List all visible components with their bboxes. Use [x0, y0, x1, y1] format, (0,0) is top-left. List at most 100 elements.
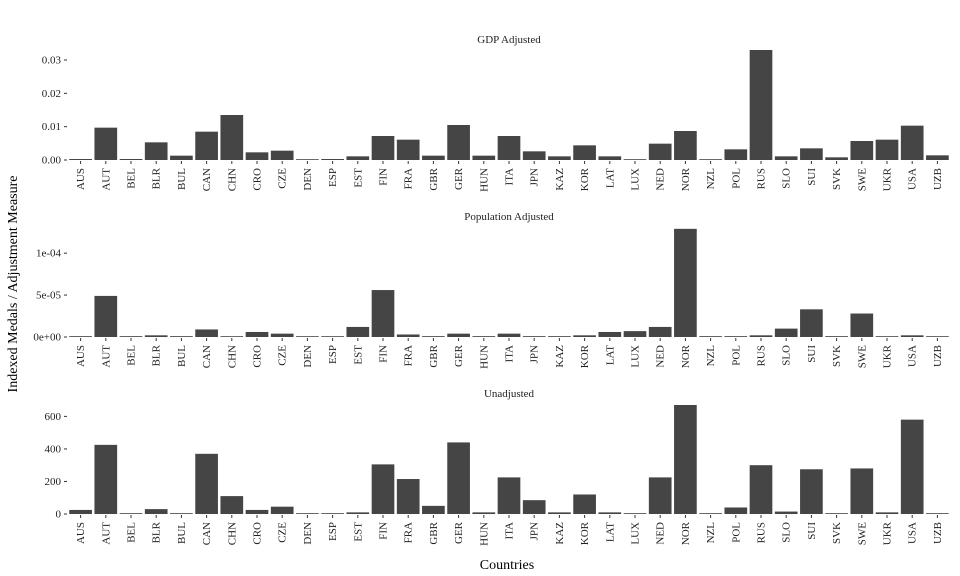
bar-fin	[371, 290, 395, 337]
bar-kor	[573, 335, 596, 337]
x-tick-label: GER	[453, 167, 465, 190]
x-tick-label: SVK	[831, 168, 843, 190]
x-tick-label: CZE	[277, 168, 289, 189]
bar-jpn	[522, 151, 546, 160]
bar-nor	[674, 131, 697, 160]
bar-bel	[119, 336, 143, 337]
bar-swe	[850, 313, 874, 337]
bar-ukr	[875, 512, 899, 514]
x-tick-label: USA	[907, 345, 919, 367]
x-tick-label: ESP	[327, 345, 339, 364]
x-tick-label: GBR	[428, 167, 440, 190]
x-tick-label: LAT	[604, 522, 616, 542]
panel-3: Unadjusted 0 200 400 600 AUS AUT BEL BLR BUL CAN CH…	[45, 388, 949, 546]
bar-ned	[648, 143, 672, 160]
x-tick-label: SVK	[831, 345, 843, 367]
bar-slo	[774, 328, 798, 337]
bar-kaz	[548, 512, 571, 514]
x-tick-label: EST	[352, 345, 364, 365]
bar-bul	[170, 513, 193, 514]
x-tick-label: DEN	[302, 522, 314, 545]
bar-swe	[850, 468, 874, 514]
x-tick-label: GER	[453, 521, 465, 544]
x-tick-label: CZE	[277, 522, 289, 543]
y-tick-label: 400	[45, 443, 62, 455]
bar-rus	[749, 50, 773, 160]
x-tick-label: AUT	[100, 168, 112, 191]
y-tick-label: 0.02	[42, 88, 61, 100]
bar-usa	[900, 335, 924, 337]
x-tick-label: FIN	[378, 522, 390, 540]
bar-svk	[825, 157, 848, 160]
bar-bul	[170, 336, 193, 337]
x-tick-label: FRA	[403, 168, 415, 189]
bar-lux	[623, 331, 647, 337]
x-tick-label: CAN	[201, 168, 213, 191]
x-tick-label: KOR	[579, 167, 591, 191]
x-tick-label: FRA	[403, 345, 415, 366]
x-tick-label: FIN	[378, 345, 390, 363]
x-tick-label: ITA	[504, 522, 516, 540]
bar-nzl	[699, 159, 722, 160]
bar-hun	[472, 155, 496, 160]
x-tick-label: AUS	[75, 522, 87, 544]
x-tick-label: SVK	[831, 522, 843, 544]
bar-lux	[623, 159, 647, 160]
bar-hun	[472, 336, 496, 337]
bar-cze	[270, 506, 294, 514]
x-tick-label: NED	[655, 168, 667, 191]
bar-rus	[749, 335, 773, 337]
bar-fin	[371, 464, 395, 514]
x-tick-label: FIN	[378, 168, 390, 186]
bar-esp	[321, 336, 344, 337]
x-tick-label: ESP	[327, 168, 339, 187]
x-tick-label: RUS	[756, 345, 768, 366]
bar-bul	[170, 155, 193, 160]
x-tick-label: RUS	[756, 522, 768, 543]
bar-hun	[472, 512, 496, 514]
panel-title: GDP Adjusted	[477, 34, 541, 46]
bar-blr	[144, 509, 168, 514]
y-tick-label: 5e-05	[36, 290, 62, 302]
x-tick-label: UZB	[932, 522, 944, 544]
x-tick-label: AUS	[75, 345, 87, 367]
bar-lat	[598, 156, 622, 160]
bar-lux	[623, 513, 647, 514]
bar-ger	[447, 333, 470, 337]
x-tick-label: BEL	[126, 345, 138, 366]
x-tick-label: KOR	[579, 521, 591, 545]
bar-fra	[396, 479, 420, 514]
bar-ukr	[875, 139, 899, 160]
x-tick-label: POL	[730, 522, 742, 543]
x-tick-label: ITA	[504, 168, 516, 186]
bar-gbr	[422, 336, 445, 337]
bar-aus	[69, 159, 92, 160]
x-tick-label: KAZ	[554, 168, 566, 191]
bar-esp	[321, 159, 344, 160]
x-tick-label: NZL	[705, 168, 717, 190]
bar-usa	[900, 125, 924, 160]
bar-aut	[94, 127, 118, 160]
x-tick-label: UKR	[882, 521, 894, 545]
x-tick-label: LAT	[604, 345, 616, 365]
x-tick-label: UZB	[932, 168, 944, 190]
bar-cro	[245, 152, 269, 160]
bar-fra	[396, 334, 420, 337]
x-tick-label: USA	[907, 168, 919, 190]
x-tick-label: UZB	[932, 345, 944, 367]
x-tick-label: DEN	[302, 168, 314, 191]
x-tick-label: NZL	[705, 345, 717, 367]
x-tick-label: CAN	[201, 522, 213, 545]
bar-aus	[69, 509, 92, 514]
bar-est	[346, 326, 370, 337]
bar-sui	[800, 309, 823, 337]
x-tick-label: SWE	[856, 522, 868, 546]
bar-fra	[396, 139, 420, 160]
x-tick-label: NZL	[705, 522, 717, 544]
bar-aut	[94, 444, 118, 514]
x-tick-label: GBR	[428, 344, 440, 367]
x-tick-label: ITA	[504, 345, 516, 363]
x-tick-label: GBR	[428, 521, 440, 544]
x-tick-label: HUN	[478, 522, 490, 546]
panel-2: Population Adjusted 0e+00 5e-05 1e-04 AUS AUT…	[33, 211, 949, 369]
